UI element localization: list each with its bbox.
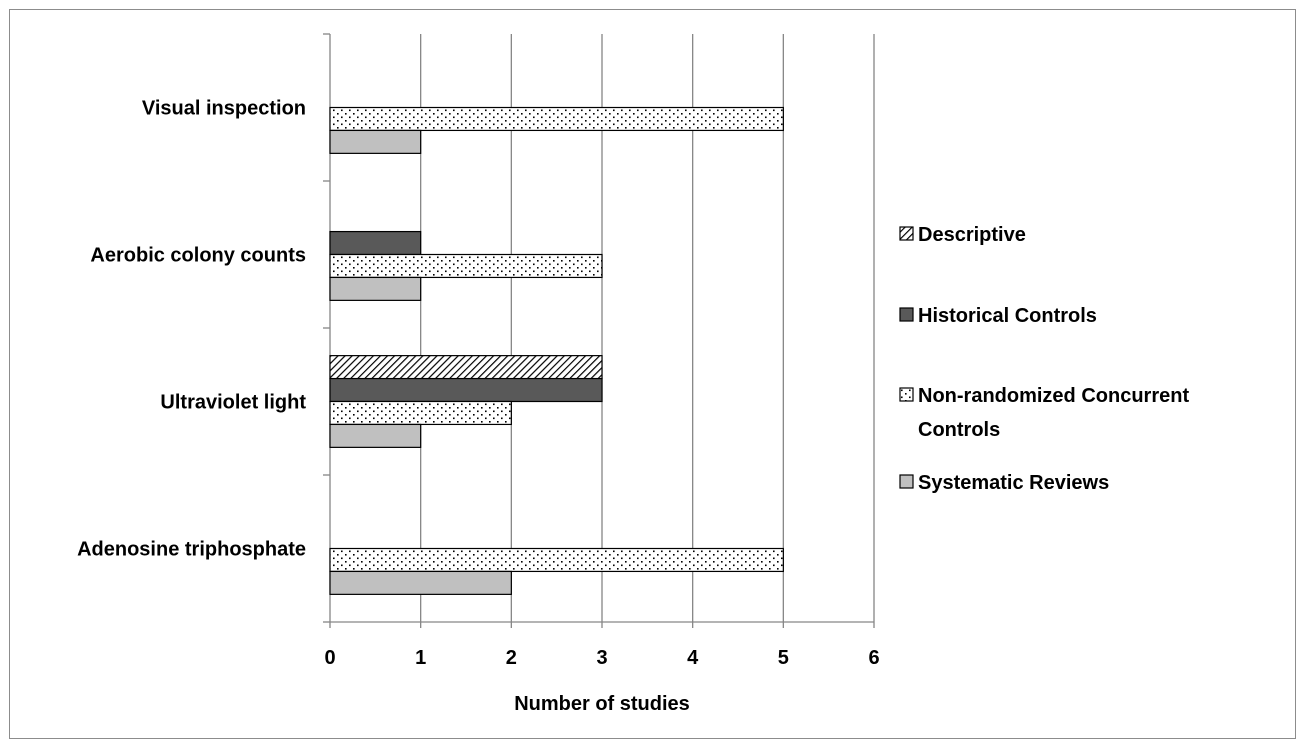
x-tick-label-1: 1 <box>415 647 426 669</box>
category-label-visual-inspection: Visual inspection <box>142 98 306 120</box>
category-label-adenosine-triphosphate: Adenosine triphosphate <box>77 539 306 561</box>
bar-descriptive-ultraviolet-light <box>329 355 603 380</box>
legend-label-historical-controls: Historical Controls <box>918 305 1097 327</box>
legend: Descriptive Historical Controls Non-random… <box>899 224 1189 494</box>
bar-non-randomized-concurrent-controls-visual-inspection <box>329 106 784 132</box>
x-tick-label-3: 3 <box>596 647 607 669</box>
x-axis-title: Number of studies <box>514 693 690 715</box>
bar-non-randomized-concurrent-controls-adenosine-triphosphate <box>329 547 784 573</box>
bar-non-randomized-concurrent-controls-ultraviolet-light <box>329 400 512 426</box>
legend-swatch-historical-controls <box>899 307 914 322</box>
legend-swatch-non-randomized-concurrent-controls <box>899 387 914 402</box>
legend-label-non-randomized-concurrent: Non-randomized Concurrent <box>918 385 1189 407</box>
bar-systematic-reviews-ultraviolet-light <box>329 423 422 448</box>
bar-systematic-reviews-visual-inspection <box>329 129 422 154</box>
bar-historical-controls-aerobic-colony-counts <box>329 230 422 256</box>
category-label-aerobic-colony-counts: Aerobic colony counts <box>90 245 306 267</box>
x-tick-label-2: 2 <box>506 647 517 669</box>
x-tick-label-5: 5 <box>778 647 789 669</box>
x-tick-label-4: 4 <box>687 647 699 669</box>
legend-label-controls: Controls <box>918 419 1000 441</box>
category-label-ultraviolet-light: Ultraviolet light <box>160 392 306 414</box>
labels: 0 1 2 3 4 5 6 Visual inspection Aerobic colony c… <box>77 98 879 716</box>
bar-historical-controls-ultraviolet-light <box>329 377 603 403</box>
bar-non-randomized-concurrent-controls-aerobic-colony-counts <box>329 253 603 279</box>
bars <box>329 106 784 595</box>
legend-label-systematic-reviews: Systematic Reviews <box>918 472 1109 494</box>
bar-systematic-reviews-adenosine-triphosphate <box>329 570 512 595</box>
legend-swatch-systematic-reviews <box>899 474 914 489</box>
legend-swatch-descriptive <box>899 226 914 241</box>
legend-label-descriptive: Descriptive <box>918 224 1026 246</box>
bar-systematic-reviews-aerobic-colony-counts <box>329 276 422 301</box>
x-tick-label-0: 0 <box>324 647 335 669</box>
x-tick-label-6: 6 <box>868 647 879 669</box>
